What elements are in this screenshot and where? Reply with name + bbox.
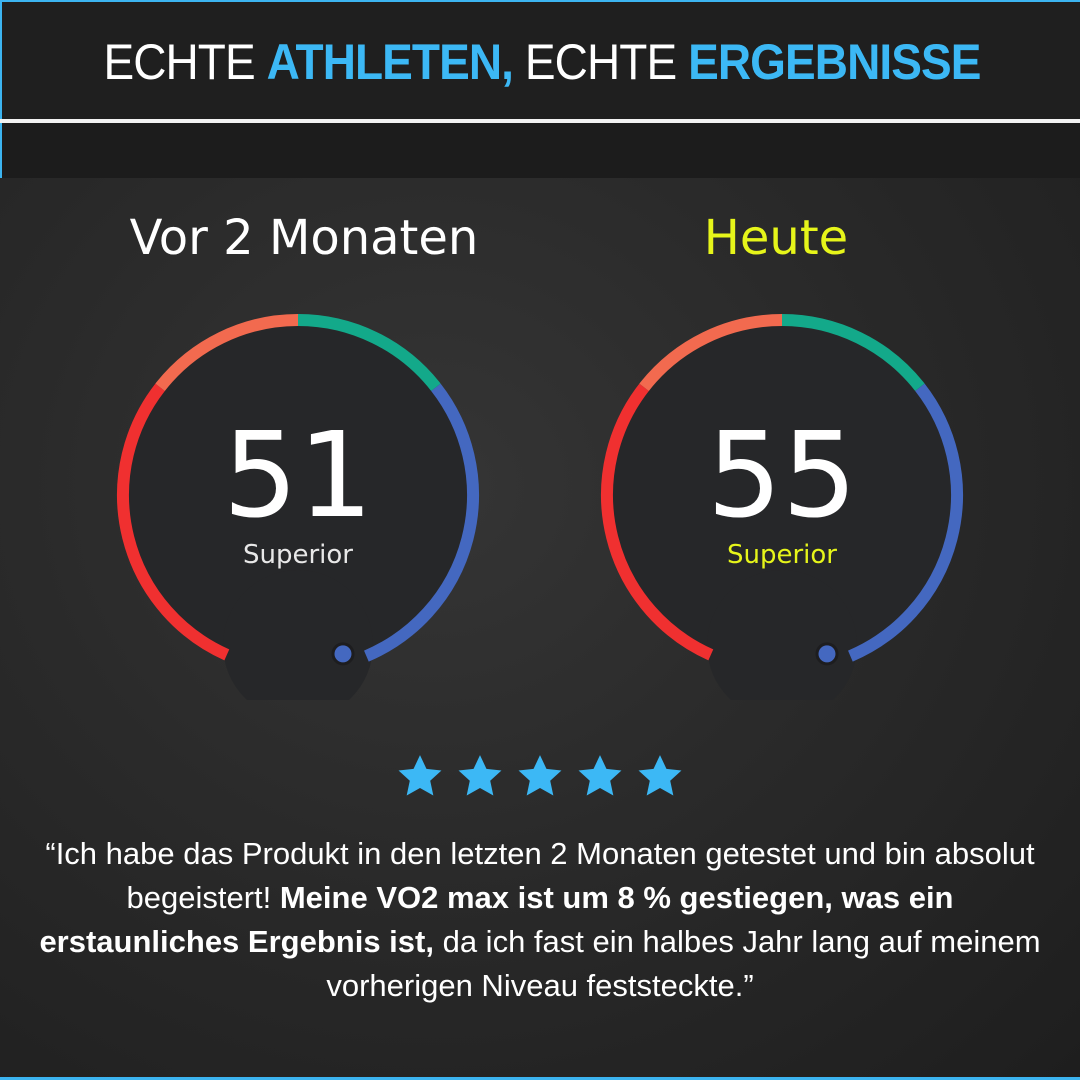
gauge-segment-red [117,383,230,661]
before-value: 51 [222,406,374,544]
gauge-segment-orange [639,314,783,391]
testimonial-highlight: Meine VO2 max ist um 8 % gestiegen, was … [39,880,954,959]
gauge-segment-green [297,314,441,391]
after-value: 55 [706,406,858,544]
gauge-face [611,324,953,666]
gauge-indicator-dot [331,642,355,666]
testimonial-part: da ich fast ein halbes Jahr lang auf mei… [326,924,1041,1003]
star-icon [638,755,682,796]
testimonial-part: “Ich habe das Produkt in den letzten 2 M… [45,836,1035,915]
gauge-bottom [707,570,857,700]
gauge-segment-orange [155,314,299,391]
gauge-indicator-dot [815,642,839,666]
gauge-bottom [223,570,373,700]
headline-highlight: ERGEBNISSE [688,34,981,90]
after-label: Heute [703,210,849,266]
after-rating: Superior [727,540,837,570]
gauge-face [127,324,469,666]
headline: ECHTE ATHLETEN, ECHTE ERGEBNISSE [45,32,1039,92]
headline-highlight: ATHLETEN, [266,34,514,90]
gauge-ring [117,314,479,700]
gauge-segment-blue [848,383,963,662]
star-icon [578,755,622,796]
after-gauge: 55 Superior [592,300,972,700]
gauge-segment-red [601,383,714,661]
headline-word: ECHTE [524,34,677,90]
star-icon [458,755,502,796]
divider [0,119,1080,123]
testimonial-text: “Ich habe das Produkt in den letzten 2 M… [30,832,1050,1008]
headline-word: ECHTE [103,34,255,90]
star-rating [0,752,1080,806]
star-icon [398,755,442,796]
star-icon [518,755,562,796]
gauge-ring [601,314,963,700]
bottom-border [0,1077,1080,1080]
before-gauge: 51 Superior [108,300,488,700]
gauge-segment-blue [364,383,479,662]
header-band [0,123,1080,178]
before-rating: Superior [243,540,353,570]
header-banner: ECHTE ATHLETEN, ECHTE ERGEBNISSE [0,0,1080,119]
gauge-segment-green [781,314,925,391]
before-label: Vor 2 Monaten [129,210,479,266]
